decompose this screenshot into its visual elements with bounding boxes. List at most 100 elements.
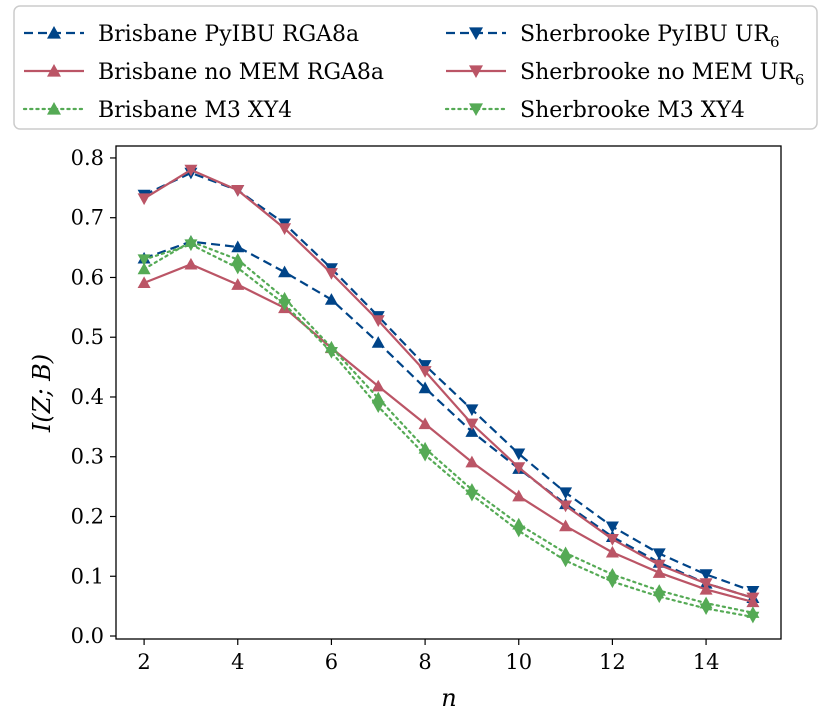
x-tick-label: 10 (505, 650, 532, 674)
series-point (465, 404, 479, 417)
y-tick-label: 0.4 (71, 385, 104, 409)
series-line (143, 263, 754, 604)
y-tick-label: 0.2 (71, 504, 104, 528)
legend-marker (47, 64, 61, 77)
series-point (278, 299, 292, 311)
legend-marker (47, 26, 61, 39)
series-point (418, 449, 432, 462)
y-tick-label: 0.6 (71, 265, 104, 289)
series-point (231, 185, 245, 197)
x-tick-label: 8 (418, 650, 431, 674)
series-point (559, 546, 573, 559)
legend-label: Brisbane no MEM RGA8a (98, 60, 384, 85)
x-tick-label: 14 (693, 650, 720, 674)
series-point (465, 489, 479, 502)
axis-ticks: 2 4 6 8 10 12 14 0.0 0.1 0.2 0.3 0.4 0.5 0.6 0.7 0.8 (71, 146, 720, 674)
series-line (142, 243, 755, 618)
series-point (418, 360, 432, 372)
legend: Brisbane PyIBU RGA8a Brisbane no MEM RGA8… (13, 5, 818, 130)
series-point (371, 315, 385, 327)
series-point (231, 262, 245, 275)
legend-label: Brisbane M3 XY4 (98, 98, 292, 123)
series-point (371, 401, 385, 414)
legend-items: Brisbane PyIBU RGA8a Brisbane no MEM RGA8… (22, 22, 804, 123)
series (137, 257, 760, 608)
series-point (184, 164, 198, 177)
y-tick-label: 0.5 (71, 325, 104, 349)
series-point (465, 455, 479, 468)
series-point (418, 381, 432, 394)
legend-label: Brisbane PyIBU RGA8a (98, 22, 359, 47)
legend-label: Sherbrooke M3 XY4 (520, 98, 745, 123)
legend-item: Brisbane no MEM RGA8a (24, 60, 384, 85)
series-point (559, 487, 573, 500)
series-point (652, 591, 666, 604)
series-point (137, 193, 151, 206)
x-axis-label: n (441, 684, 456, 712)
series-point (324, 293, 338, 305)
x-tick-label: 2 (137, 650, 150, 674)
series-line (143, 168, 754, 599)
series-point (699, 569, 713, 581)
y-tick-label: 0.1 (71, 564, 104, 588)
y-tick-label: 0.3 (71, 445, 104, 469)
series-point (231, 278, 245, 290)
series-line (142, 240, 755, 614)
legend-frame (13, 5, 818, 130)
series-point (699, 603, 713, 616)
legend-marker (469, 103, 483, 116)
series-point (512, 525, 526, 538)
x-tick-label: 12 (599, 650, 626, 674)
series-line (143, 240, 754, 599)
series-point (652, 559, 666, 572)
plot-area: 2 4 6 8 10 12 14 0.0 0.1 0.2 0.3 0.4 0.5 0.6 0.7 0.8 (71, 145, 782, 674)
y-axis-label: I(Z; B) (28, 354, 56, 433)
series-point (231, 253, 245, 265)
series-point (324, 346, 338, 359)
series (137, 239, 760, 624)
series (137, 235, 760, 603)
series-point (137, 262, 151, 275)
series-point (652, 566, 666, 578)
legend-marker (469, 27, 483, 40)
series (137, 167, 760, 598)
series-point (418, 366, 432, 378)
legend-item: Sherbrooke PyIBU UR6 (446, 22, 780, 51)
series-point (605, 534, 619, 546)
legend-marker (469, 65, 483, 78)
series-point (278, 223, 292, 235)
series-point (605, 545, 619, 558)
series-point (137, 254, 151, 267)
series-point (371, 379, 385, 392)
legend-item: Brisbane M3 XY4 (22, 98, 292, 123)
series-point (465, 418, 479, 431)
x-tick-label: 6 (325, 650, 338, 674)
series-point (652, 548, 666, 561)
legend-marker (47, 102, 61, 115)
series-point (559, 500, 573, 513)
series-point (605, 576, 619, 589)
series-layer (137, 164, 760, 624)
series-point (137, 276, 151, 289)
legend-item: Sherbrooke M3 XY4 (444, 98, 745, 123)
series-point (512, 448, 526, 461)
plot-frame (115, 145, 782, 640)
legend-label: Sherbrooke PyIBU UR6 (520, 22, 780, 51)
legend-item: Sherbrooke no MEM UR6 (446, 60, 804, 89)
series-point (324, 268, 338, 280)
series-point (371, 391, 385, 404)
series-point (231, 240, 245, 253)
series-point (371, 336, 385, 348)
series-point (746, 585, 760, 598)
series-point (559, 555, 573, 568)
series-point (559, 519, 573, 532)
series (137, 164, 760, 605)
series-point (699, 578, 713, 590)
series-point (465, 425, 479, 437)
series-point (512, 462, 526, 474)
series-point (746, 611, 760, 624)
series-point (278, 265, 292, 278)
y-tick-label: 0.0 (71, 624, 104, 648)
series (137, 235, 760, 618)
